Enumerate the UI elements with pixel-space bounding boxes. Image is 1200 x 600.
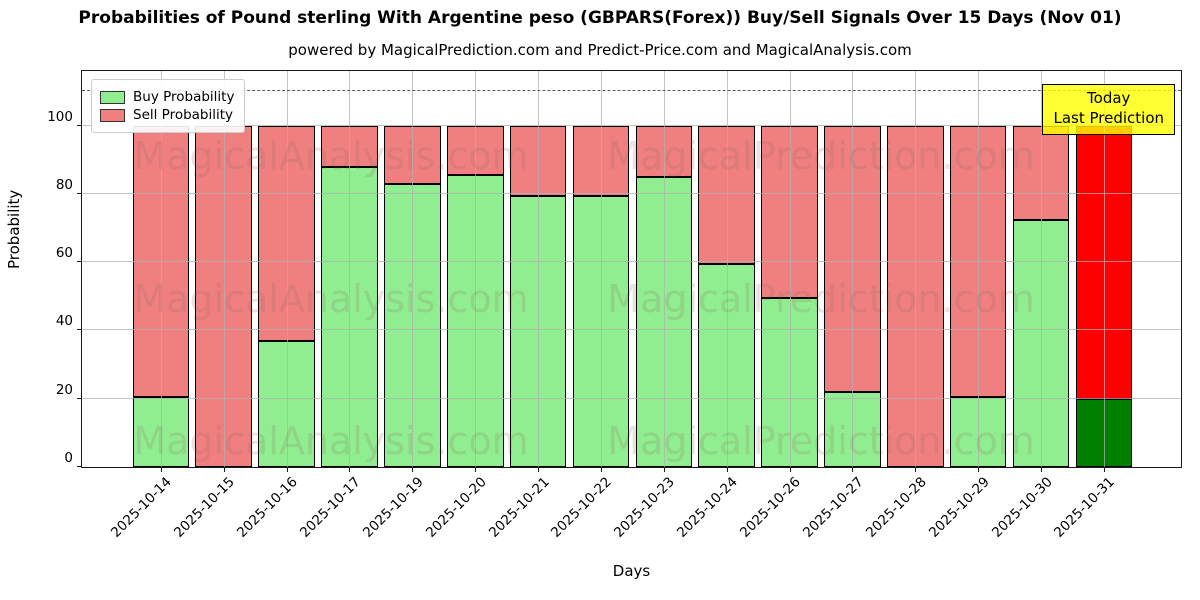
x-tick-mark xyxy=(789,467,791,472)
y-tick-label: 20 xyxy=(55,381,73,398)
horizontal-gridline xyxy=(82,261,1181,263)
horizontal-gridline xyxy=(82,192,1181,194)
y-tick-mark xyxy=(77,192,82,194)
x-tick-mark xyxy=(915,467,917,472)
x-tick-label: 2025-10-19 xyxy=(359,474,427,541)
y-tick-mark xyxy=(77,329,82,331)
x-tick-mark xyxy=(349,467,351,472)
vertical-gridline xyxy=(475,71,477,467)
vertical-gridline xyxy=(852,71,854,467)
x-tick-mark xyxy=(663,467,665,472)
x-tick-label: 2025-10-16 xyxy=(234,474,301,541)
x-tick-label: 2025-10-30 xyxy=(988,474,1056,541)
x-tick-label: 2025-10-20 xyxy=(422,474,490,541)
plot-area: Buy Probability Sell Probability Today L… xyxy=(47,70,1182,541)
legend-item-buy: Buy Probability xyxy=(100,89,234,105)
today-annotation-line1: Today xyxy=(1087,89,1131,107)
vertical-gridline xyxy=(789,71,791,467)
today-annotation-line2: Last Prediction xyxy=(1053,109,1164,128)
sell-color-swatch xyxy=(100,108,125,122)
x-tick-label: 2025-10-14 xyxy=(108,474,176,541)
chart-subtitle: powered by MagicalPrediction.com and Pre… xyxy=(288,41,912,59)
vertical-gridline xyxy=(538,71,540,467)
legend-label-sell: Sell Probability xyxy=(133,107,234,123)
vertical-gridline xyxy=(349,71,351,467)
y-tick-mark xyxy=(77,261,82,263)
x-tick-mark xyxy=(978,467,980,472)
today-annotation-box: Today Last Prediction xyxy=(1042,84,1175,135)
legend: Buy Probability Sell Probability xyxy=(91,79,246,133)
x-tick-label: 2025-10-15 xyxy=(171,474,239,541)
x-tick-label: 2025-10-24 xyxy=(674,474,741,541)
x-tick-mark xyxy=(223,467,225,472)
bar-2025-10-24 xyxy=(698,71,755,467)
y-tick-mark xyxy=(77,124,82,126)
vertical-gridline xyxy=(1103,71,1105,467)
vertical-gridline xyxy=(412,71,414,467)
vertical-gridline xyxy=(600,71,602,467)
vertical-gridline xyxy=(978,71,980,467)
vertical-gridline xyxy=(223,71,225,467)
x-tick-label: 2025-10-26 xyxy=(737,474,804,541)
y-tick-label: 100 xyxy=(47,108,73,125)
x-tick-label: 2025-10-17 xyxy=(296,474,364,541)
y-axis-label: Probability xyxy=(5,189,23,269)
x-tick-label: 2025-10-28 xyxy=(862,474,930,541)
x-tick-mark xyxy=(412,467,414,472)
y-tick-label: 80 xyxy=(55,176,73,193)
legend-label-buy: Buy Probability xyxy=(133,89,235,105)
x-tick-mark xyxy=(1040,467,1042,472)
vertical-gridline xyxy=(915,71,917,467)
x-tick-label: 2025-10-22 xyxy=(548,474,616,541)
horizontal-gridline xyxy=(82,329,1181,331)
x-tick-label: 2025-10-27 xyxy=(799,474,867,541)
y-tick-mark xyxy=(77,466,82,467)
chart-title: Probabilities of Pound sterling With Arg… xyxy=(78,8,1122,28)
buy-color-swatch xyxy=(100,90,125,104)
x-tick-mark xyxy=(600,467,602,472)
horizontal-gridline xyxy=(82,124,1181,126)
bar-2025-10-19 xyxy=(384,71,441,467)
buy-segment xyxy=(384,183,441,467)
x-tick-mark xyxy=(726,467,728,472)
x-axis-label: Days xyxy=(612,562,651,580)
x-tick-mark xyxy=(538,467,540,472)
buy-segment xyxy=(132,397,190,467)
y-tick-label: 40 xyxy=(55,313,73,330)
buy-segment xyxy=(698,263,755,467)
vertical-gridline xyxy=(160,71,162,467)
vertical-gridline xyxy=(726,71,728,467)
legend-item-sell: Sell Probability xyxy=(100,107,234,123)
y-tick-label: 0 xyxy=(64,450,73,466)
x-tick-label: 2025-10-21 xyxy=(485,474,553,541)
vertical-gridline xyxy=(286,71,288,467)
horizontal-gridline xyxy=(82,397,1181,399)
x-tick-label: 2025-10-23 xyxy=(611,474,679,541)
x-tick-mark xyxy=(475,467,477,472)
dashed-threshold-line xyxy=(82,90,1181,92)
x-tick-label: 2025-10-29 xyxy=(925,474,993,541)
x-tick-mark xyxy=(852,467,854,472)
x-tick-mark xyxy=(286,467,288,472)
vertical-gridline xyxy=(1040,71,1042,467)
sell-segment xyxy=(384,125,441,184)
y-tick-label: 60 xyxy=(55,245,73,262)
x-tick-mark xyxy=(1103,467,1105,472)
x-tick-mark xyxy=(160,467,162,472)
sell-segment xyxy=(698,125,755,264)
y-tick-mark xyxy=(77,397,82,399)
x-tick-label: 2025-10-31 xyxy=(1051,474,1119,541)
vertical-gridline xyxy=(663,71,665,467)
